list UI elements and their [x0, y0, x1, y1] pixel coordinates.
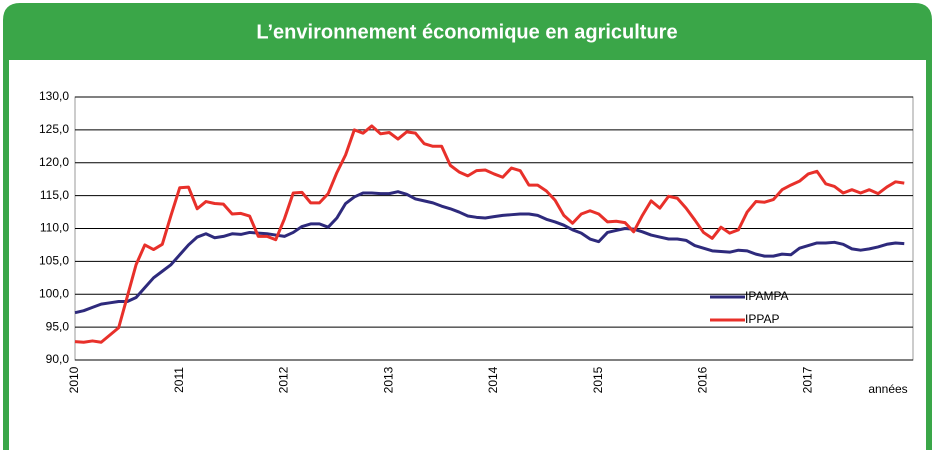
x-tick-label: 2015	[591, 366, 605, 393]
x-tick-label: 2016	[696, 366, 710, 393]
x-tick-label: 2011	[172, 367, 186, 393]
series-line	[74, 124, 905, 344]
chart-title: L’environnement économique en agricultur…	[256, 21, 677, 43]
series-line	[74, 190, 905, 315]
y-tick-label: 110,0	[40, 221, 69, 235]
x-tick-label: 2012	[277, 366, 291, 393]
x-tick-label: 2013	[381, 366, 395, 393]
x-tick-label: 2017	[800, 366, 814, 393]
y-tick-label: 90,0	[46, 352, 70, 366]
legend-label: IPPAP	[745, 312, 779, 326]
y-tick-label: 95,0	[46, 319, 70, 333]
x-tick-label: 2014	[486, 366, 500, 393]
y-tick-label: 100,0	[39, 286, 69, 300]
legend-label: IPAMPA	[745, 289, 789, 303]
x-tick-label: 2010	[67, 366, 81, 393]
y-tick-label: 130,0	[39, 89, 69, 103]
header-band	[6, 6, 929, 60]
y-tick-label: 115,0	[40, 188, 69, 202]
y-tick-label: 125,0	[39, 122, 69, 136]
x-axis-label: années	[868, 382, 907, 396]
y-tick-label: 120,0	[39, 155, 69, 169]
y-tick-label: 105,0	[39, 254, 69, 268]
